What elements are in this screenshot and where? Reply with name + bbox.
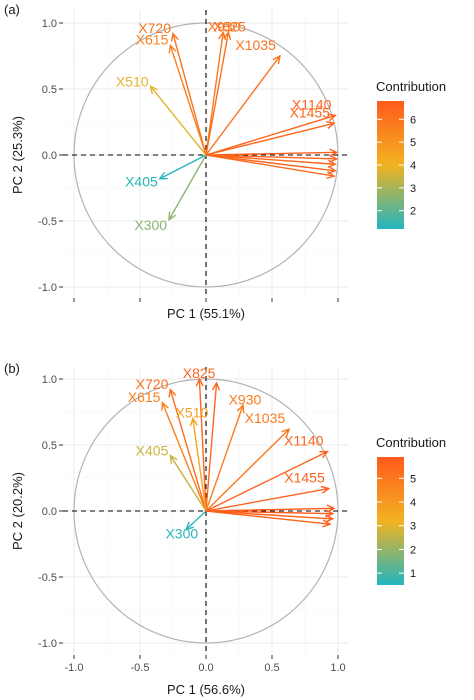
variable-label-x825: X825	[213, 18, 246, 34]
variable-label-x1140: X1140	[284, 433, 324, 449]
variable-label-x1455: X1455	[284, 470, 325, 486]
x-tick-label: -1.0	[65, 662, 84, 674]
arrow-x1035	[205, 428, 291, 512]
panel-b-arrows	[161, 377, 336, 531]
arrow-unlabeled-10	[205, 504, 336, 513]
legend-tick-label: 5	[410, 473, 416, 485]
legend-tick-label: 3	[410, 521, 416, 533]
variable-label-x930: X930	[208, 18, 241, 34]
y-tick-label: 0.0	[42, 506, 57, 518]
arrow-unlabeled-13	[205, 510, 332, 528]
panel-b-y-ticks: -1.0 -0.5 0.0 0.5 1.0	[38, 374, 63, 650]
arrow-x720	[168, 388, 207, 512]
x-tick-label: -0.5	[131, 662, 150, 674]
x-tick-label: 0.0	[198, 662, 213, 674]
arrow-x930	[205, 403, 245, 512]
panel-a-legend: Contribution 2 3 4 5 6	[376, 79, 446, 229]
y-tick-label: -1.0	[38, 638, 57, 650]
variable-label-x930: X930	[229, 392, 262, 408]
y-tick-label: 1.0	[42, 374, 57, 386]
arrow-x615	[168, 43, 207, 156]
arrow-x1140	[205, 113, 337, 156]
panel-a-label: (a)	[4, 2, 20, 17]
arrow-x720	[170, 32, 207, 156]
arrow-unlabeled-8	[205, 148, 339, 157]
y-tick-label: 0.0	[42, 150, 57, 162]
panel-a-y-ticks: -1.0 -0.5 0.0 0.5 1.0	[38, 18, 63, 294]
variable-label-x1455: X1455	[290, 104, 331, 120]
arrow-unlabeled-10	[205, 154, 337, 168]
variable-label-x510: X510	[176, 405, 209, 421]
variable-label-x1035: X1035	[245, 410, 286, 426]
legend-tick-label: 1	[410, 568, 416, 580]
panel-b-legend: Contribution 1 2 3 4 5	[376, 435, 446, 585]
arrow-x510	[189, 417, 207, 512]
y-tick-label: -0.5	[38, 216, 57, 228]
x-tick-label: 0.5	[264, 662, 279, 674]
variable-label-x1035: X1035	[235, 37, 276, 53]
panel-b-x-axis-title: PC 1 (56.6%)	[167, 682, 245, 697]
arrow-x510	[149, 85, 207, 156]
legend-tick-label: 2	[410, 206, 416, 218]
variable-label-x405: X405	[125, 174, 158, 190]
arrow-unlabeled-11	[205, 154, 337, 175]
variable-label-x615: X615	[128, 389, 161, 405]
arrow-x1140	[205, 450, 329, 512]
panel-b-legend-title: Contribution	[376, 435, 446, 450]
panel-b-label: (b)	[4, 361, 20, 376]
arrow-x1035	[205, 54, 281, 156]
arrow-x300	[185, 510, 207, 531]
variable-label-x300: X300	[134, 217, 167, 233]
legend-tick-label: 4	[410, 497, 416, 509]
y-tick-label: -0.5	[38, 572, 57, 584]
panel-a-legend-title: Contribution	[376, 79, 446, 94]
variable-label-x720: X720	[138, 20, 171, 36]
variable-label-x1140: X1140	[292, 96, 332, 112]
arrow-unlabeled-12	[205, 510, 335, 523]
legend-colorbar	[377, 457, 404, 585]
arrow-unlabeled-3	[205, 381, 221, 512]
y-tick-label: 1.0	[42, 18, 57, 30]
panel-b-x-ticks: -1.0 -0.5 0.0 0.5 1.0	[65, 655, 346, 674]
variable-label-x825: X825	[183, 365, 216, 381]
arrow-x1455	[205, 485, 331, 512]
arrow-x405	[169, 454, 207, 512]
arrow-x825	[205, 30, 232, 156]
arrow-x1455	[205, 120, 336, 156]
panel-a-y-axis-title: PC 2 (25.3%)	[10, 116, 25, 194]
legend-tick-label: 3	[410, 183, 416, 195]
y-tick-label: 0.5	[42, 440, 57, 452]
arrow-unlabeled-9	[205, 154, 339, 163]
arrow-x615	[161, 401, 207, 512]
variable-label-x615: X615	[136, 32, 169, 48]
legend-tick-label: 6	[410, 114, 416, 126]
y-tick-label: 0.5	[42, 84, 57, 96]
variable-label-x720: X720	[136, 376, 169, 392]
variable-label-x510: X510	[116, 74, 149, 90]
legend-tick-label: 2	[410, 544, 416, 556]
panel-a-x-axis-title: PC 1 (55.1%)	[167, 306, 245, 321]
panel-a-arrows	[149, 30, 339, 222]
variable-label-x405: X405	[136, 443, 169, 459]
arrow-unlabeled-12	[205, 154, 336, 180]
y-tick-label: -1.0	[38, 282, 57, 294]
legend-tick-label: 4	[410, 160, 416, 172]
legend-tick-label: 5	[410, 137, 416, 149]
arrow-x405	[158, 154, 207, 180]
panel-a-x-ticks	[73, 298, 339, 302]
x-tick-label: 1.0	[330, 662, 345, 674]
arrow-x825	[195, 377, 207, 512]
panel-a: (a) X720X615X930X825X510X1035X1140X1455X…	[4, 2, 446, 321]
arrow-x300	[168, 154, 207, 222]
panel-b-y-axis-title: PC 2 (20.2%)	[10, 472, 25, 550]
variable-label-x300: X300	[165, 526, 198, 542]
